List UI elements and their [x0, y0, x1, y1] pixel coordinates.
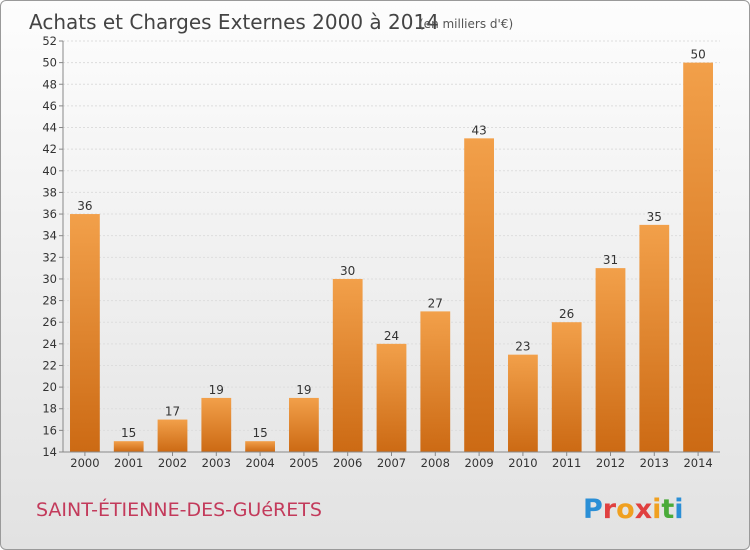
bar-2014	[683, 62, 713, 452]
data-label-2000: 36	[77, 199, 92, 213]
data-label-2013: 35	[647, 210, 662, 224]
logo-letter: i	[674, 494, 683, 525]
logo-letter: P	[583, 494, 603, 525]
y-tick-label: 38	[42, 185, 57, 199]
bar-2002	[157, 419, 188, 452]
x-tick-label: 2009	[464, 456, 493, 470]
bar-2010	[508, 354, 538, 452]
y-tick-label: 36	[42, 207, 57, 221]
y-tick-label: 16	[42, 423, 57, 437]
bar-2012	[595, 268, 626, 452]
y-tick-label: 50	[42, 56, 57, 70]
x-tick-label: 2013	[640, 456, 669, 470]
data-label-2010: 23	[515, 340, 530, 354]
y-tick-label: 42	[42, 142, 57, 156]
y-tick-label: 20	[42, 380, 57, 394]
data-label-2006: 30	[340, 264, 355, 278]
y-axis-ticks: 14 16 18 20 22 24 26 28 30 32 34 36 38 40 42 44 46 48 50 52	[42, 34, 63, 459]
y-tick-label: 26	[42, 315, 57, 329]
logo-letter: o	[616, 494, 635, 525]
data-label-2009: 43	[471, 123, 486, 137]
x-tick-label: 2003	[202, 456, 231, 470]
x-tick-label: 2007	[377, 456, 406, 470]
logo-letter: r	[603, 494, 617, 525]
data-label-2011: 26	[559, 307, 574, 321]
y-tick-label: 44	[42, 121, 57, 135]
x-tick-label: 2014	[683, 456, 712, 470]
bar-2004	[245, 441, 275, 452]
logo-letter: i	[652, 494, 661, 525]
data-label-2004: 15	[252, 426, 267, 440]
y-tick-label: 18	[42, 402, 57, 416]
data-label-2012: 31	[603, 253, 618, 267]
bar-2011	[551, 322, 582, 452]
y-tick-label: 46	[42, 99, 57, 113]
x-axis-ticks: 2000 2001 2002 2003 2004 2005 2006 2007 2008 2009…	[70, 452, 713, 470]
bar-2008	[420, 311, 451, 452]
x-tick-label: 2001	[114, 456, 143, 470]
bar-2005	[289, 397, 319, 452]
x-tick-label: 2006	[333, 456, 362, 470]
x-tick-label: 2012	[596, 456, 625, 470]
x-tick-label: 2011	[552, 456, 581, 470]
bars: 36 15 17 19 15 19 30 24 27 43 23 26 31 35 50	[70, 48, 713, 452]
x-tick-label: 2010	[508, 456, 537, 470]
y-tick-label: 14	[42, 445, 57, 459]
bar-2000	[70, 214, 100, 452]
x-tick-label: 2000	[70, 456, 99, 470]
data-label-2001: 15	[121, 426, 136, 440]
bar-2001	[113, 441, 144, 452]
logo-letter: x	[635, 494, 652, 525]
bar-2007	[376, 343, 407, 452]
chart-title: Achats et Charges Externes 2000 à 2014	[29, 10, 439, 34]
bar-2003	[201, 397, 232, 452]
y-tick-label: 24	[42, 337, 57, 351]
y-tick-label: 52	[42, 34, 57, 48]
x-tick-label: 2005	[289, 456, 318, 470]
y-tick-label: 22	[42, 358, 57, 372]
bar-2006	[332, 278, 363, 452]
chart-subtitle: (en milliers d'€)	[419, 17, 513, 31]
y-tick-label: 30	[42, 272, 57, 286]
bar-2009	[464, 138, 494, 452]
bar-2013	[639, 224, 670, 452]
y-tick-label: 40	[42, 164, 57, 178]
x-tick-label: 2002	[158, 456, 187, 470]
data-label-2007: 24	[384, 329, 399, 343]
x-tick-label: 2008	[421, 456, 450, 470]
y-tick-label: 28	[42, 294, 57, 308]
logo-letter: t	[661, 494, 674, 525]
data-label-2003: 19	[209, 383, 224, 397]
y-tick-label: 32	[42, 250, 57, 264]
data-label-2002: 17	[165, 405, 180, 419]
proxiti-logo: Proxiti	[583, 494, 684, 525]
data-label-2008: 27	[428, 296, 443, 310]
gridlines	[63, 40, 720, 453]
place-name: SAINT-ÉTIENNE-DES-GUéRETS	[36, 498, 322, 521]
y-tick-label: 48	[42, 77, 57, 91]
x-tick-label: 2004	[245, 456, 274, 470]
data-label-2014: 50	[690, 48, 705, 62]
data-label-2005: 19	[296, 383, 311, 397]
y-tick-label: 34	[42, 229, 57, 243]
